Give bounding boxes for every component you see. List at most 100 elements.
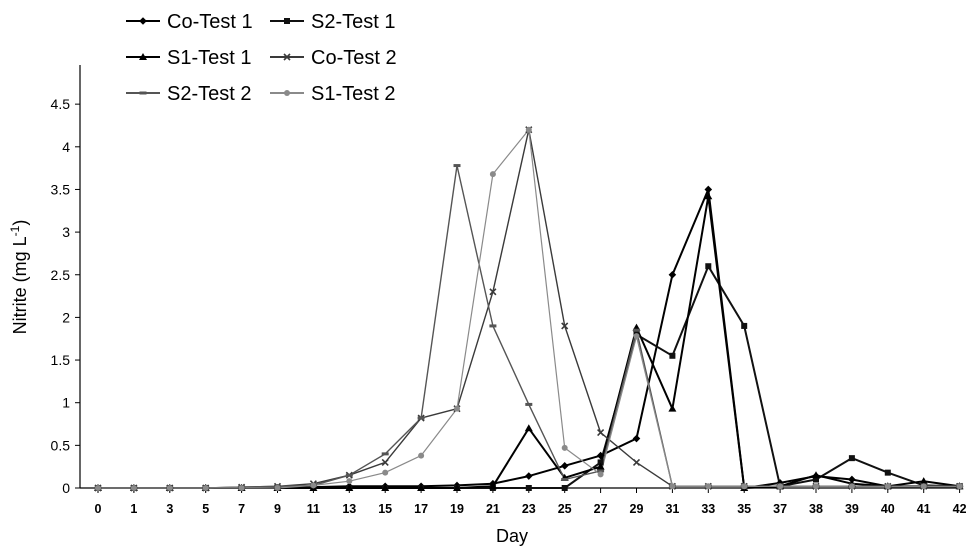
data-point [669, 352, 676, 359]
y-tick-label: 3 [62, 224, 70, 240]
data-point [561, 485, 568, 491]
data-point [632, 458, 641, 466]
legend-swatch-marker [284, 90, 290, 96]
x-tick-label: 31 [665, 502, 679, 516]
x-tick-label: 29 [630, 502, 644, 516]
legend-swatch-marker [284, 18, 290, 24]
x-tick-label: 35 [737, 502, 751, 516]
x-tick-label: 27 [594, 502, 608, 516]
data-point [202, 485, 209, 491]
x-tick-label: 7 [238, 502, 245, 516]
data-point [525, 485, 532, 491]
y-tick-label: 0 [62, 480, 70, 496]
series-line-s2-test-2 [98, 164, 960, 489]
data-point [453, 484, 461, 491]
x-tick-label: 21 [486, 502, 500, 516]
x-tick-label: 23 [522, 502, 536, 516]
y-tick-label: 2.5 [51, 267, 71, 283]
legend-swatch-marker [139, 91, 147, 95]
legend-label: S2-Test 2 [167, 83, 251, 105]
series-line-co-test-2 [98, 128, 960, 489]
data-point [488, 482, 497, 490]
x-tick-label: 42 [953, 502, 966, 516]
x-tick-label: 19 [450, 502, 464, 516]
legend-swatch-marker [283, 53, 291, 61]
data-point [777, 483, 784, 490]
x-tick-label: 0 [95, 502, 102, 516]
x-axis-ticks: 0 1 3 5 7 9 11 13 15 17 19 21 23 25 27 29 31 33 35 37 38 39 40… [95, 488, 966, 516]
legend-item: S1-Test 2 [270, 83, 395, 105]
x-tick-label: 39 [845, 502, 859, 516]
data-point [596, 462, 605, 470]
y-axis-ticks: 0 0.5 1 1.5 2 2.5 3 3.5 4 4.5 [51, 96, 80, 496]
data-point [669, 483, 676, 490]
legend-item: Co-Test 2 [270, 47, 397, 69]
data-point [561, 322, 569, 330]
x-tick-label: 11 [307, 502, 320, 516]
data-point [848, 483, 855, 490]
legend-label: Co-Test 1 [167, 11, 253, 33]
y-tick-label: 1 [62, 395, 70, 411]
data-point [525, 402, 533, 406]
data-point [346, 478, 353, 485]
data-point [525, 472, 533, 480]
data-point [632, 434, 641, 443]
legend-swatch-marker [139, 17, 147, 25]
data-point [454, 405, 460, 412]
data-point [597, 469, 605, 473]
data-point [668, 404, 677, 412]
x-tick-label: 33 [701, 502, 715, 516]
y-tick-label: 3.5 [51, 181, 71, 197]
x-tick-label: 41 [917, 502, 931, 516]
series-line-s2-test-1 [98, 265, 960, 489]
data-point [381, 484, 390, 491]
legend-item: S2-Test 2 [126, 83, 251, 105]
data-point [705, 263, 712, 270]
data-point [453, 164, 461, 168]
data-point [597, 428, 605, 437]
data-point [561, 477, 569, 481]
y-tick-label: 1.5 [51, 352, 71, 368]
y-axis-title-close: ) [10, 220, 30, 226]
x-tick-label: 13 [342, 502, 356, 516]
data-point [741, 322, 748, 329]
data-point [919, 477, 928, 485]
data-point [704, 192, 713, 200]
y-tick-label: 4 [62, 139, 70, 155]
data-point [633, 328, 640, 332]
x-tick-label: 40 [881, 502, 895, 516]
data-point [489, 324, 497, 328]
data-point [884, 469, 891, 476]
data-point [705, 483, 712, 490]
data-point [417, 416, 425, 420]
series-line-s1-test-1 [98, 195, 960, 489]
y-tick-label: 2 [62, 309, 70, 325]
data-point [345, 484, 354, 491]
data-point [633, 333, 640, 340]
y-tick-label: 4.5 [51, 96, 71, 112]
data-point [130, 485, 137, 491]
legend-item: S1-Test 1 [126, 47, 251, 69]
x-tick-label: 1 [130, 502, 137, 516]
legend-label: Co-Test 2 [311, 47, 397, 69]
legend-label: S1-Test 1 [167, 47, 251, 69]
x-tick-label: 3 [166, 502, 173, 516]
x-tick-label: 15 [378, 502, 392, 516]
data-point [274, 485, 281, 491]
data-point [381, 458, 389, 466]
y-axis-title-main: Nitrite (mg L [10, 236, 30, 334]
data-point [418, 452, 425, 459]
legend: Co-Test 1 S2-Test 1 S1-Test 1 Co-Test 2 S2-T… [126, 11, 397, 105]
data-point [741, 483, 748, 490]
data-point [95, 485, 101, 491]
series-line-co-test-1 [98, 188, 960, 489]
data-point [166, 485, 173, 491]
series-lines [98, 128, 960, 489]
data-point [524, 424, 533, 432]
data-point [238, 485, 245, 491]
data-point [668, 270, 677, 279]
data-point [848, 475, 856, 484]
data-point [596, 451, 605, 460]
x-tick-label: 38 [809, 502, 823, 516]
data-point [920, 483, 927, 490]
